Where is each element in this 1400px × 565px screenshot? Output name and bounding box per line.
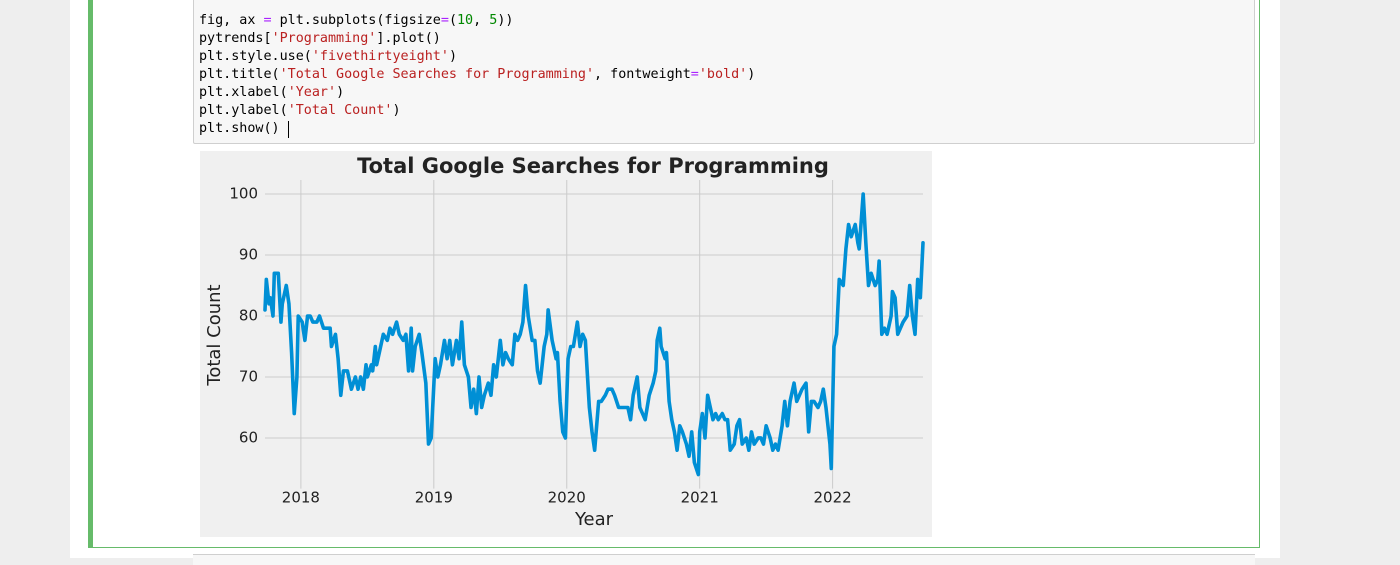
code-line: plt.xlabel('Year')	[199, 85, 345, 100]
code-line: plt.show()	[199, 121, 280, 136]
text-cursor	[288, 121, 289, 138]
code-line: pytrends['Programming'].plot()	[199, 31, 441, 46]
chart: Total Google Searches for Programming Ye…	[200, 151, 932, 537]
x-tick-label: 2018	[282, 489, 320, 507]
code-input[interactable]	[193, 0, 1255, 144]
y-tick-label: 60	[239, 428, 258, 446]
x-tick-label: 2019	[415, 489, 453, 507]
chart-title: Total Google Searches for Programming	[357, 154, 829, 178]
y-tick-label: 100	[229, 185, 258, 203]
y-tick-label: 90	[239, 246, 258, 264]
x-tick-label: 2022	[814, 489, 852, 507]
y-tick-label: 80	[239, 307, 258, 325]
code-line: fig, ax = plt.subplots(figsize=(10, 5))	[199, 13, 514, 28]
x-axis-label: Year	[574, 509, 614, 530]
chart-background	[200, 151, 932, 537]
code-line: plt.ylabel('Total Count')	[199, 103, 401, 118]
next-cell[interactable]	[193, 554, 1255, 565]
y-tick-label: 70	[239, 367, 258, 385]
x-tick-label: 2021	[681, 489, 719, 507]
y-axis-label: Total Count	[204, 284, 225, 386]
code-line: plt.title('Total Google Searches for Pro…	[199, 67, 756, 82]
x-tick-label: 2020	[548, 489, 586, 507]
code-line: plt.style.use('fivethirtyeight')	[199, 49, 457, 64]
data-line	[263, 192, 925, 477]
